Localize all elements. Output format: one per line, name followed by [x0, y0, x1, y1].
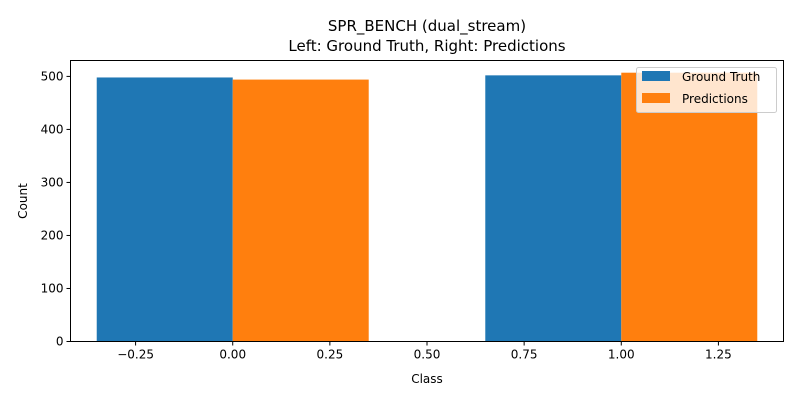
x-tick-label: 0.25 [317, 348, 344, 362]
bar-predictions-class-0 [232, 79, 369, 342]
chart-title-line-2: Left: Ground Truth, Right: Predictions [288, 37, 565, 55]
x-tick-label: 0.00 [219, 348, 246, 362]
x-tick-label: 1.25 [705, 348, 732, 362]
plot-frame [70, 60, 784, 342]
bar-predictions-class-1 [621, 72, 758, 342]
legend-label-ground-truth: Ground Truth [682, 70, 760, 84]
bar-ground-truth-class-1 [485, 75, 622, 342]
legend-label-predictions: Predictions [682, 92, 748, 106]
y-tick-label: 500 [41, 69, 64, 83]
y-tick-label: 300 [41, 175, 64, 189]
legend: Ground Truth Predictions [636, 67, 777, 113]
y-tick-label: 0 [56, 335, 64, 349]
x-axis-ticks: −0.25 0.00 0.25 0.50 0.75 1.00 1.25 [117, 341, 732, 362]
chart-title-line-1: SPR_BENCH (dual_stream) [328, 17, 526, 36]
y-tick-label: 200 [41, 228, 64, 242]
legend-swatch-predictions [642, 93, 670, 103]
legend-swatch-ground-truth [642, 71, 670, 81]
x-tick-label: 0.75 [511, 348, 538, 362]
x-tick-label: 0.50 [414, 348, 441, 362]
bars-group [96, 72, 758, 342]
x-tick-label: 1.00 [608, 348, 635, 362]
y-tick-label: 100 [41, 281, 64, 295]
y-tick-label: 400 [41, 122, 64, 136]
legend-box [636, 67, 777, 113]
y-axis-label: Count [16, 183, 30, 219]
bar-ground-truth-class-0 [96, 77, 233, 342]
x-tick-label: −0.25 [117, 348, 154, 362]
y-axis-ticks: 0 100 200 300 400 500 [41, 69, 71, 349]
x-axis-label: Class [411, 372, 443, 386]
